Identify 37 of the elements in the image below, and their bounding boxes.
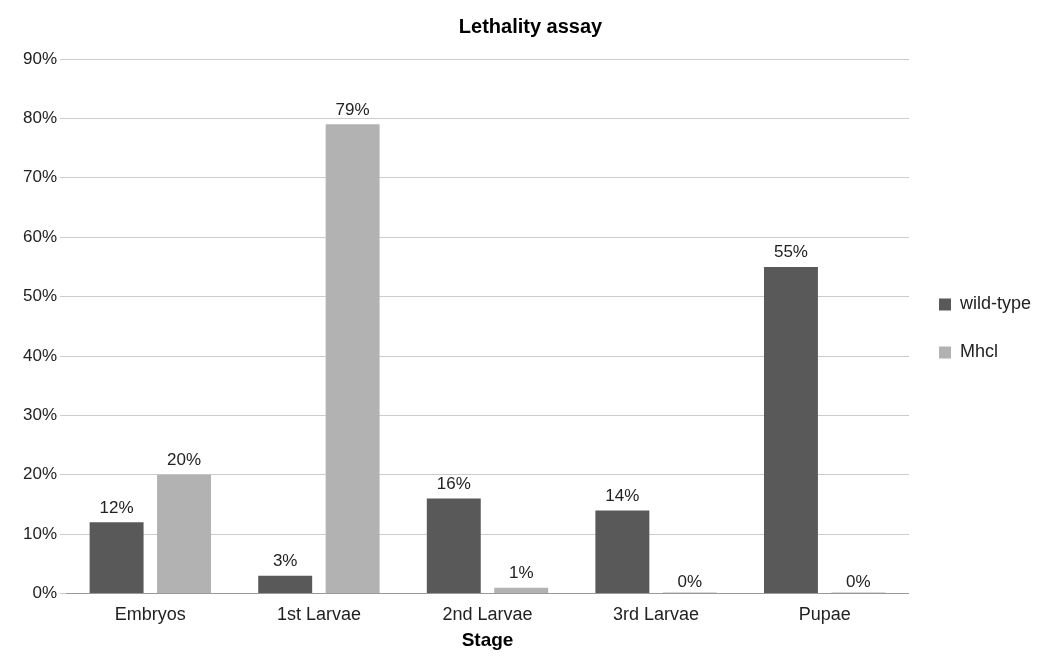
x-axis-title: Stage (461, 628, 514, 650)
bar (258, 575, 313, 594)
data-label: 20% (167, 449, 202, 469)
y-tick-label: 80% (22, 108, 58, 128)
bar (426, 498, 481, 594)
y-tick-label: 10% (22, 523, 58, 543)
bar (763, 266, 818, 594)
legend-label: Mhcl (959, 341, 998, 362)
x-tick-label: 1st Larvae (276, 604, 361, 625)
y-tick-label: 90% (22, 48, 58, 68)
x-tick-label: 2nd Larvae (442, 604, 533, 625)
bar (157, 474, 212, 594)
x-tick-label: Pupae (798, 604, 851, 625)
x-tick-label: Embryos (114, 604, 186, 625)
y-tick-label: 70% (22, 167, 58, 187)
bar (325, 124, 380, 594)
data-label: 55% (773, 242, 808, 262)
y-tick-label: 40% (22, 345, 58, 365)
data-label: 0% (677, 571, 703, 591)
y-tick-label: 50% (22, 286, 58, 306)
bar (89, 522, 144, 594)
data-label: 16% (436, 473, 471, 493)
y-tick-label: 60% (22, 226, 58, 246)
y-tick-label: 30% (22, 405, 58, 425)
bar (494, 587, 549, 594)
y-tick-label: 20% (22, 464, 58, 484)
data-label: 1% (508, 562, 534, 582)
data-label: 0% (846, 571, 871, 591)
bar (595, 510, 650, 594)
data-label: 12% (99, 497, 134, 517)
y-tick-label: 0% (32, 583, 58, 603)
data-label: 79% (335, 99, 370, 119)
legend-label: wild-type (958, 293, 1032, 314)
data-label: 3% (272, 550, 298, 570)
x-tick-label: 3rd Larvae (613, 604, 700, 625)
data-label: 14% (605, 485, 640, 505)
chart-title: Lethality assay (458, 14, 604, 37)
